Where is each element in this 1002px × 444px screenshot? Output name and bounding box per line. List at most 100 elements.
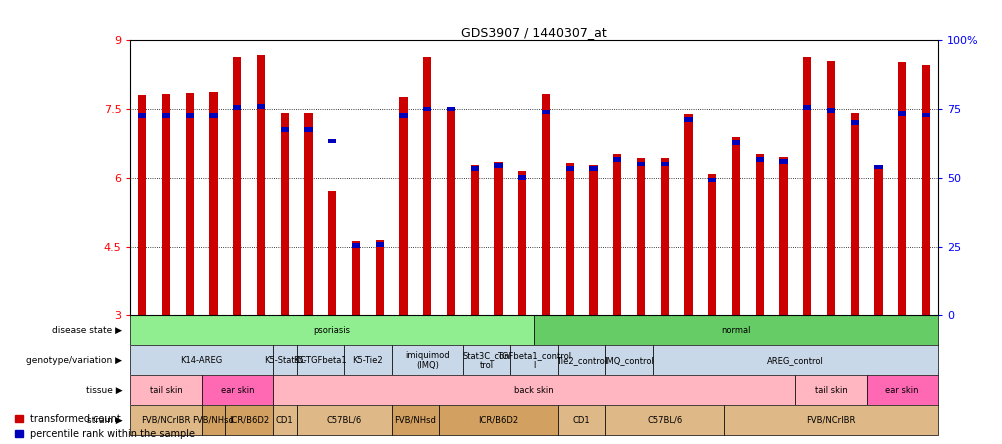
- Bar: [375, 242, 384, 246]
- Bar: [185, 93, 193, 316]
- Bar: [462, 345, 510, 375]
- Bar: [683, 115, 692, 316]
- Bar: [731, 137, 739, 316]
- Bar: [225, 405, 273, 435]
- Text: K5-TGFbeta1: K5-TGFbeta1: [294, 356, 347, 365]
- Bar: [557, 405, 605, 435]
- Text: C57BL/6: C57BL/6: [646, 416, 681, 424]
- Bar: [399, 113, 407, 118]
- Bar: [510, 345, 557, 375]
- Bar: [344, 345, 391, 375]
- Bar: [683, 117, 692, 122]
- Bar: [779, 157, 787, 316]
- Bar: [652, 345, 937, 375]
- Bar: [534, 316, 937, 345]
- Text: CD1: CD1: [276, 416, 294, 424]
- Bar: [518, 171, 526, 316]
- Text: FVB/NHsd: FVB/NHsd: [394, 416, 436, 424]
- Text: tail skin: tail skin: [149, 386, 182, 395]
- Bar: [201, 405, 225, 435]
- Bar: [897, 111, 906, 116]
- Bar: [446, 107, 455, 111]
- Bar: [636, 162, 644, 166]
- Bar: [565, 163, 573, 316]
- Bar: [612, 157, 621, 162]
- Bar: [209, 92, 217, 316]
- Text: K5-Stat3C: K5-Stat3C: [264, 356, 306, 365]
- Text: Tie2_control: Tie2_control: [555, 356, 606, 365]
- Bar: [557, 345, 605, 375]
- Bar: [866, 375, 937, 405]
- Bar: [795, 375, 866, 405]
- Bar: [232, 105, 241, 110]
- Text: K5-Tie2: K5-Tie2: [352, 356, 383, 365]
- Bar: [731, 140, 739, 145]
- Text: TGFbeta1_control
l: TGFbeta1_control l: [497, 351, 570, 370]
- Bar: [281, 112, 289, 316]
- Bar: [257, 104, 265, 109]
- Bar: [850, 112, 858, 316]
- Bar: [304, 112, 313, 316]
- Text: ear skin: ear skin: [885, 386, 918, 395]
- Text: FVB/NCrIBR: FVB/NCrIBR: [806, 416, 855, 424]
- Bar: [352, 243, 360, 247]
- Bar: [589, 165, 597, 316]
- Text: back skin: back skin: [514, 386, 553, 395]
- Bar: [612, 154, 621, 316]
- Bar: [201, 375, 273, 405]
- Bar: [494, 162, 502, 316]
- Title: GDS3907 / 1440307_at: GDS3907 / 1440307_at: [461, 26, 606, 39]
- Bar: [304, 127, 313, 132]
- Bar: [446, 107, 455, 316]
- Bar: [897, 62, 906, 316]
- Bar: [138, 95, 146, 316]
- Bar: [921, 112, 929, 117]
- Bar: [232, 57, 241, 316]
- Text: IMQ_control: IMQ_control: [603, 356, 653, 365]
- Bar: [636, 159, 644, 316]
- Bar: [399, 97, 407, 316]
- Bar: [138, 113, 146, 118]
- Bar: [605, 345, 652, 375]
- Text: tissue ▶: tissue ▶: [85, 386, 122, 395]
- Bar: [826, 108, 835, 112]
- Text: psoriasis: psoriasis: [314, 326, 351, 335]
- Bar: [541, 94, 549, 316]
- Bar: [352, 241, 360, 316]
- Text: Stat3C_con
trol: Stat3C_con trol: [462, 351, 510, 370]
- Bar: [281, 127, 289, 132]
- Bar: [439, 405, 557, 435]
- Bar: [660, 162, 668, 166]
- Bar: [328, 190, 336, 316]
- Bar: [185, 113, 193, 118]
- Text: ICR/B6D2: ICR/B6D2: [228, 416, 269, 424]
- Bar: [273, 345, 297, 375]
- Bar: [803, 57, 811, 316]
- Bar: [423, 107, 431, 111]
- Bar: [779, 159, 787, 164]
- Bar: [850, 120, 858, 125]
- Text: FVB/NHsd: FVB/NHsd: [192, 416, 234, 424]
- Bar: [494, 163, 502, 168]
- Bar: [660, 159, 668, 316]
- Bar: [273, 375, 795, 405]
- Text: CD1: CD1: [572, 416, 590, 424]
- Bar: [328, 139, 336, 143]
- Legend: transformed count, percentile rank within the sample: transformed count, percentile rank withi…: [15, 414, 195, 439]
- Bar: [565, 166, 573, 171]
- Bar: [826, 61, 835, 316]
- Text: ICR/B6D2: ICR/B6D2: [478, 416, 518, 424]
- Text: K14-AREG: K14-AREG: [180, 356, 222, 365]
- Bar: [209, 113, 217, 118]
- Bar: [470, 166, 478, 171]
- Bar: [297, 405, 391, 435]
- Text: genotype/variation ▶: genotype/variation ▶: [26, 356, 122, 365]
- Bar: [257, 55, 265, 316]
- Text: AREG_control: AREG_control: [767, 356, 823, 365]
- Bar: [375, 240, 384, 316]
- Bar: [130, 405, 201, 435]
- Bar: [803, 105, 811, 110]
- Bar: [589, 166, 597, 171]
- Text: strain ▶: strain ▶: [86, 416, 122, 424]
- Text: disease state ▶: disease state ▶: [52, 326, 122, 335]
